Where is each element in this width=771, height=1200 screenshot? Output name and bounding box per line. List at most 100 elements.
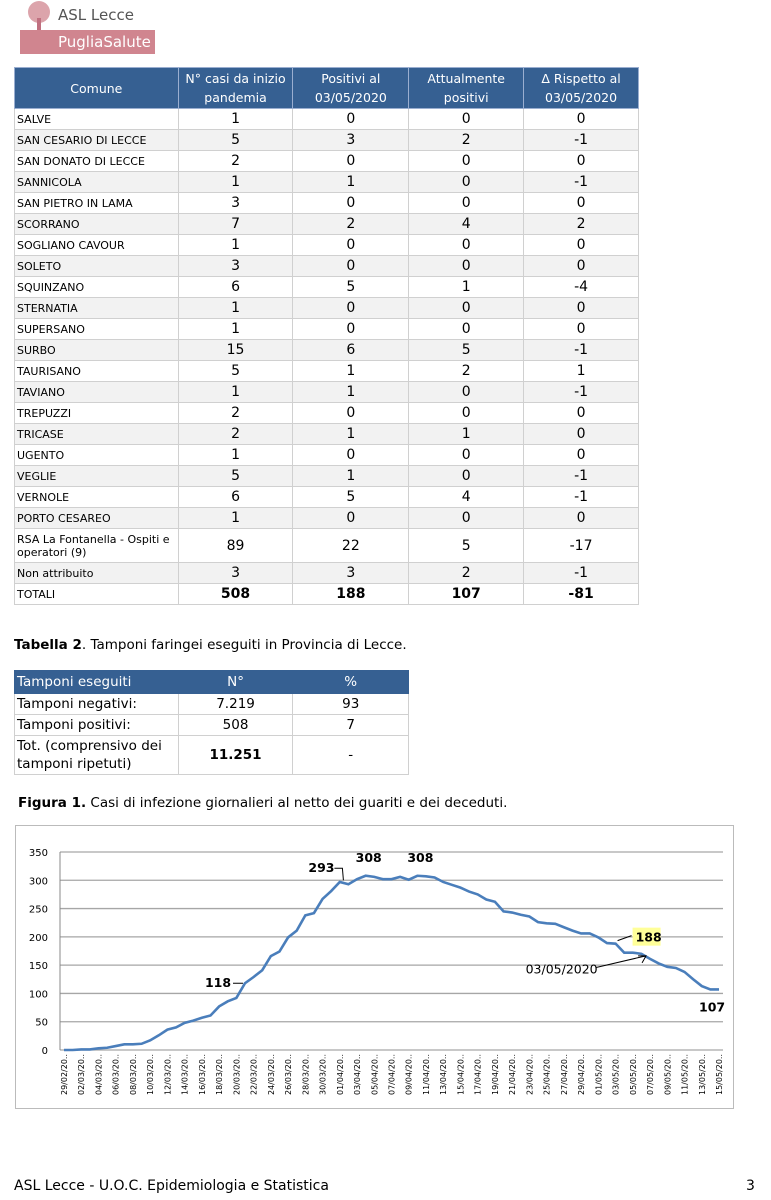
x-tick-label: 04/03/20..	[94, 1054, 103, 1095]
cell-value: 1	[292, 171, 410, 193]
cell-value: 2	[292, 213, 410, 235]
x-tick-label: 05/04/20..	[370, 1054, 379, 1095]
y-tick-label: 200	[29, 933, 48, 944]
column-header: N°	[177, 670, 294, 694]
cell-value: 0	[523, 507, 639, 529]
figure-caption: Figura 1. Casi di infezione giornalieri …	[18, 795, 508, 811]
cell-value: 1	[292, 465, 410, 487]
municipality-name: TRICASE	[14, 423, 179, 445]
y-tick-label: 250	[29, 905, 48, 916]
municipality-name: TAURISANO	[14, 360, 179, 382]
page-number: 3	[746, 1178, 755, 1194]
cell-value: 0	[408, 108, 525, 130]
municipality-name: Non attribuito	[14, 562, 179, 584]
cell-value: 1	[523, 360, 639, 382]
x-tick-label: 24/03/20..	[267, 1054, 276, 1095]
cell-value: -1	[523, 339, 639, 361]
table-row: VEGLIE 5 1 0 -1	[14, 465, 639, 487]
daily-cases-chart: 0 50 100 150 200 250 300 350 29/02/20.. 02/03/20.…	[15, 825, 734, 1109]
totals-label: TOTALI	[14, 583, 179, 605]
table-row: TREPUZZI 2 0 0 0	[14, 402, 639, 424]
x-tick-label: 14/03/20..	[181, 1054, 190, 1095]
data-label: 308	[356, 850, 382, 865]
cell-value: 0	[523, 150, 639, 172]
totals-row: TOTALI 508 188 107 -81	[14, 583, 639, 605]
cell-value: 3	[177, 255, 294, 277]
logo	[20, 0, 160, 56]
municipality-name: SQUINZANO	[14, 276, 179, 298]
cell-value: 0	[408, 381, 525, 403]
cell-value: 1	[177, 108, 294, 130]
table-row: SAN DONATO DI LECCE 2 0 0 0	[14, 150, 639, 172]
cell-value: 0	[408, 150, 525, 172]
x-tick-label: 26/03/20..	[284, 1054, 293, 1095]
cell-value: 1	[177, 318, 294, 340]
x-tick-label: 16/03/20..	[198, 1054, 207, 1095]
cell-value: 1	[292, 381, 410, 403]
table-row: Non attribuito 3 3 2 -1	[14, 562, 639, 584]
cell-value: 0	[292, 402, 410, 424]
cell-value: -1	[523, 465, 639, 487]
x-tick-label: 03/05/20..	[612, 1054, 621, 1095]
cases-line	[64, 874, 719, 1052]
table-row: STERNATIA 1 0 0 0	[14, 297, 639, 319]
cell-value: 0	[408, 465, 525, 487]
x-tick-label: 12/03/20..	[163, 1054, 172, 1095]
cell-value: 1	[177, 507, 294, 529]
cell-value: 0	[292, 150, 410, 172]
column-header: %	[292, 670, 409, 694]
table-row: TAVIANO 1 1 0 -1	[14, 381, 639, 403]
cell-value: -1	[523, 562, 639, 584]
cell-value: -	[292, 735, 409, 775]
municipality-name: SAN PIETRO IN LAMA	[14, 192, 179, 214]
cell-value: 0	[408, 318, 525, 340]
x-tick-label: 30/03/20..	[319, 1054, 328, 1095]
data-label: 188	[636, 930, 662, 945]
cell-value: 0	[408, 234, 525, 256]
cell-value: 5	[177, 360, 294, 382]
municipality-name: VERNOLE	[14, 486, 179, 508]
cell-value: 0	[523, 192, 639, 214]
x-tick-label: 21/04/20..	[508, 1054, 517, 1095]
cell-value: 1	[292, 360, 410, 382]
table-row: SCORRANO 7 2 4 2	[14, 213, 639, 235]
x-tick-label: 23/04/20..	[525, 1054, 534, 1095]
table-row: SANNICOLA 1 1 0 -1	[14, 171, 639, 193]
table-row: Tamponi positivi: 508 7	[14, 714, 409, 736]
table-row: RSA La Fontanella - Ospiti e operatori (…	[14, 528, 639, 563]
swab-tests-table: Tamponi eseguiti N°% Tamponi negativi: 7.2…	[14, 670, 409, 775]
x-tick-label: 27/04/20..	[560, 1054, 569, 1095]
table-row: UGENTO 1 0 0 0	[14, 444, 639, 466]
cell-value: 0	[292, 444, 410, 466]
total-value: 188	[292, 583, 410, 605]
municipality-name: SOGLIANO CAVOUR	[14, 234, 179, 256]
cell-value: 0	[408, 402, 525, 424]
cell-value: 7	[292, 714, 409, 736]
footer-text: ASL Lecce - U.O.C. Epidemiologia e Stati…	[14, 1178, 329, 1194]
column-header: N° casi da inizio pandemia	[177, 67, 294, 109]
cell-value: 2	[408, 360, 525, 382]
x-tick-label: 18/03/20..	[215, 1054, 224, 1095]
cell-value: -1	[523, 171, 639, 193]
x-tick-label: 09/05/20..	[663, 1054, 672, 1095]
municipality-name: SAN DONATO DI LECCE	[14, 150, 179, 172]
column-header: Δ Rispetto al 03/05/2020	[523, 67, 639, 109]
municipality-name: SCORRANO	[14, 213, 179, 235]
x-tick-label: 29/02/20..	[60, 1054, 69, 1095]
x-tick-label: 11/04/20..	[422, 1054, 431, 1095]
tree-logo-icon	[28, 1, 50, 30]
cell-value: 0	[523, 255, 639, 277]
municipality-name: TAVIANO	[14, 381, 179, 403]
table-row: SUPERSANO 1 0 0 0	[14, 318, 639, 340]
cell-value: 7	[177, 213, 294, 235]
cell-value: 1	[177, 171, 294, 193]
y-tick-label: 100	[29, 989, 48, 1000]
x-tick-label: 07/05/20..	[646, 1054, 655, 1095]
cell-value: 1	[408, 423, 525, 445]
highlight-box	[632, 927, 661, 946]
cell-value: 0	[292, 108, 410, 130]
cell-value: 2	[408, 562, 525, 584]
cell-value: 0	[523, 318, 639, 340]
x-tick-label: 06/03/20..	[112, 1054, 121, 1095]
cell-value: 7.219	[177, 693, 294, 715]
